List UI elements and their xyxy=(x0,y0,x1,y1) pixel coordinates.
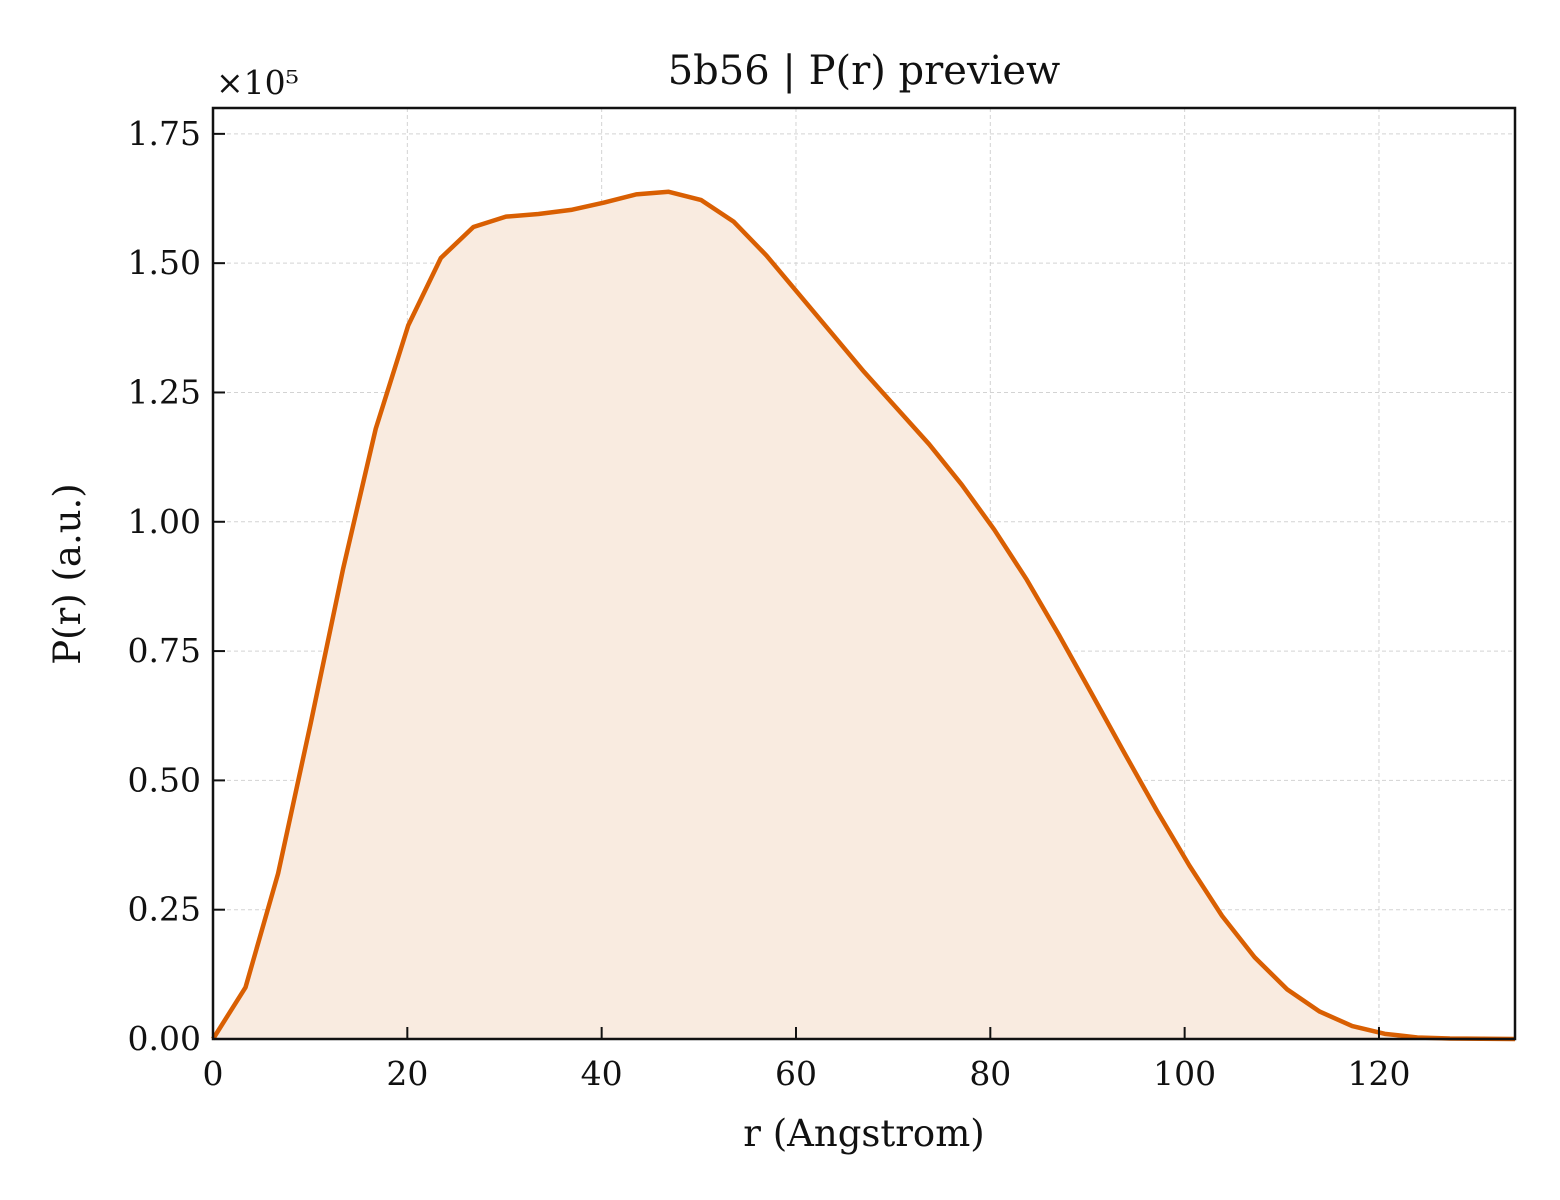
x-tick-label: 80 xyxy=(969,1054,1011,1093)
y-tick-label: 1.50 xyxy=(128,243,201,282)
x-tick-label: 0 xyxy=(203,1054,224,1093)
plot-frame xyxy=(211,106,1517,1041)
y-tick-label: 0.25 xyxy=(128,890,201,929)
y-scale-multiplier: ×10⁵ xyxy=(216,63,299,102)
y-axis-label: P(r) (a.u.) xyxy=(46,483,89,665)
y-tick-label: 1.00 xyxy=(128,502,201,541)
x-tick-label: 60 xyxy=(775,1054,817,1093)
pr-series-line xyxy=(211,189,1516,1042)
x-tick-label: 100 xyxy=(1153,1054,1216,1093)
y-tick-label: 0.00 xyxy=(128,1019,201,1058)
x-tick-label: 20 xyxy=(386,1054,428,1093)
x-axis-label: r (Angstrom) xyxy=(743,1112,984,1155)
y-tick-label: 1.25 xyxy=(128,372,201,411)
y-tick-label: 0.50 xyxy=(128,760,201,799)
x-tick-label: 120 xyxy=(1347,1054,1410,1093)
area-layer xyxy=(211,189,1516,1042)
y-tick-label: 1.75 xyxy=(128,114,201,153)
chart-title: 5b56 | P(r) preview xyxy=(668,48,1061,94)
ticks-layer: 0 20 40 60 80 100 120 0.00 0.25 0.50 0.75 1.00 1.25 1… xyxy=(128,114,1411,1093)
y-tick-label: 0.75 xyxy=(128,631,201,670)
pr-area-fill xyxy=(213,191,1515,1040)
x-tick-label: 40 xyxy=(581,1054,623,1093)
